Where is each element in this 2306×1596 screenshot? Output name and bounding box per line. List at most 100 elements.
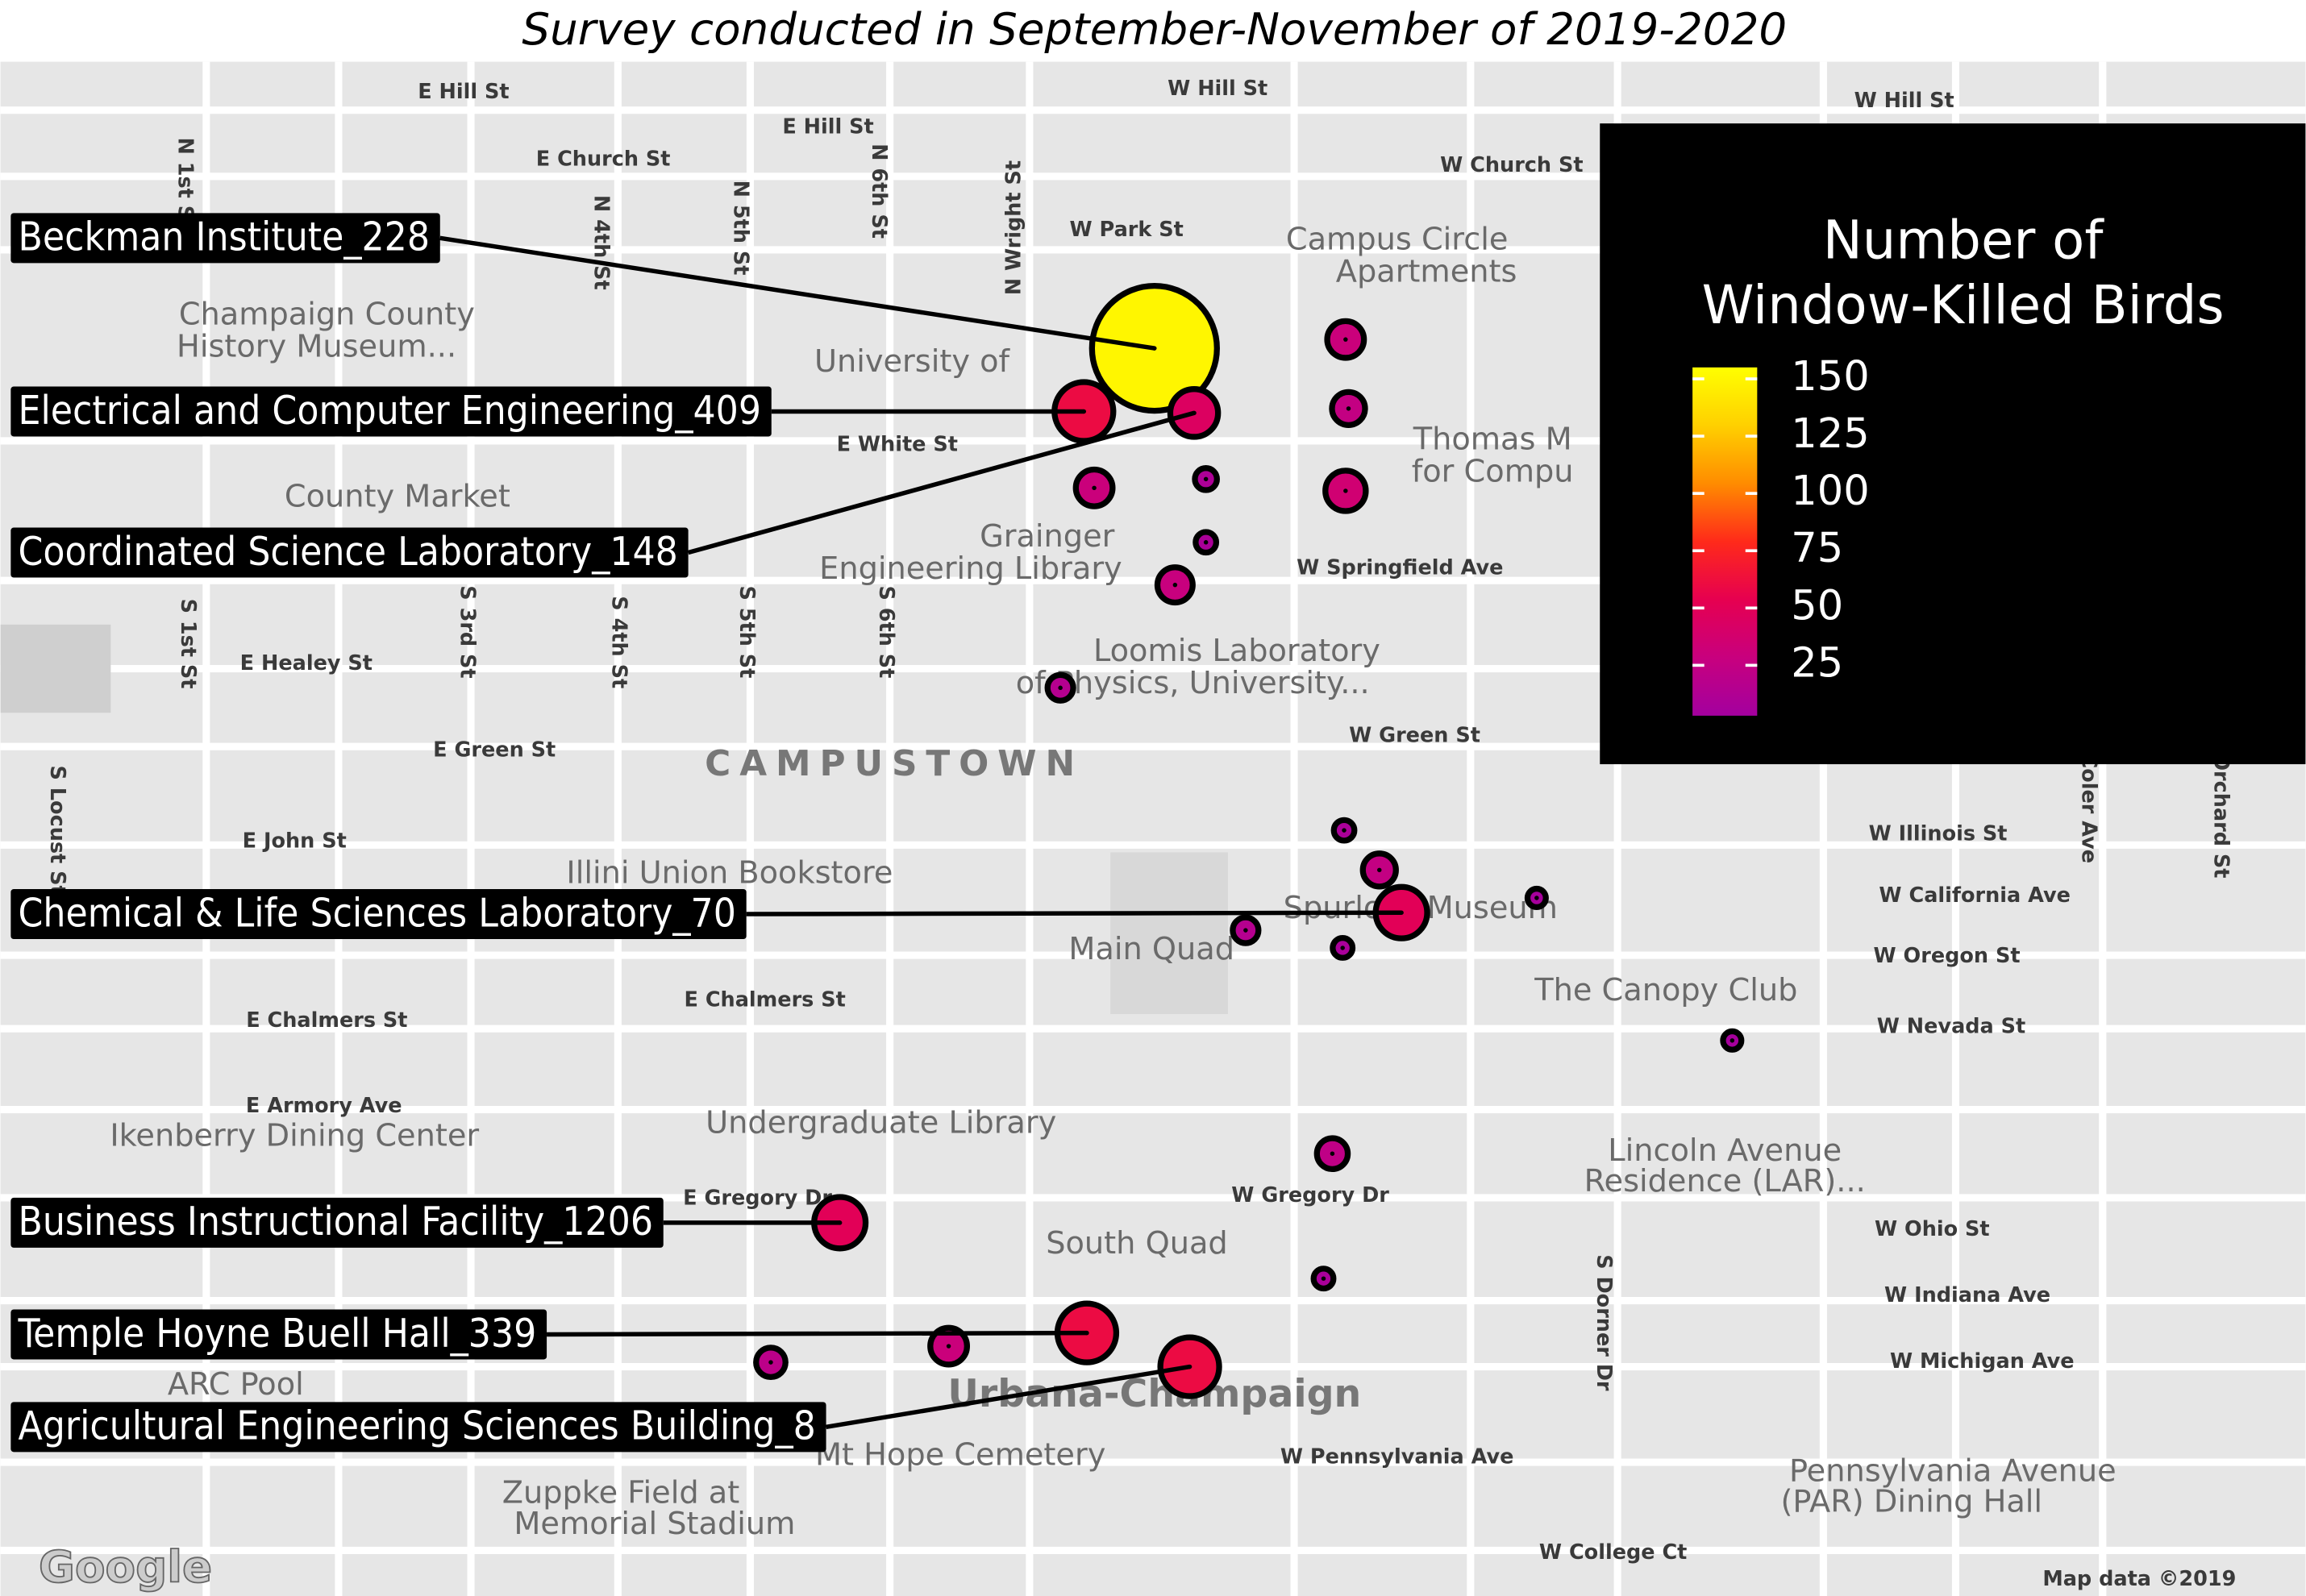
map-label: S 5th St xyxy=(735,586,759,679)
callout-label: Electrical and Computer Engineering_409 xyxy=(18,387,761,434)
callout-box xyxy=(10,1309,547,1360)
map-label: Google xyxy=(39,1540,212,1592)
bubble-center xyxy=(1343,337,1348,342)
map-label: S 3rd St xyxy=(456,585,480,678)
map-label: ARC Pool xyxy=(168,1366,304,1403)
callout: Coordinated Science Laboratory_148 xyxy=(10,410,1195,578)
bubble-center xyxy=(1342,828,1347,833)
callout: Temple Hoyne Buell Hall_339 xyxy=(10,1309,1087,1360)
colorbar-tick-label: 150 xyxy=(1791,353,1869,401)
map-label: History Museum... xyxy=(177,329,456,365)
map-label: W Church St xyxy=(1440,153,1583,177)
colorbar-tick-label: 25 xyxy=(1791,639,1843,687)
map-label: Grainger xyxy=(980,518,1115,555)
callout-line xyxy=(687,410,1195,555)
callout-label: Chemical & Life Sciences Laboratory_70 xyxy=(18,889,735,936)
map-label: Main Quad xyxy=(1068,931,1234,967)
callout: Electrical and Computer Engineering_409 xyxy=(10,386,1084,437)
callout-box xyxy=(10,213,440,264)
map-label: Thomas M xyxy=(1413,421,1572,457)
bubble-center xyxy=(1343,488,1348,493)
bubble-center xyxy=(1340,946,1345,950)
map-label: CAMPUSTOWN xyxy=(705,743,1084,784)
map-label: W Illinois St xyxy=(1869,822,2008,846)
bubble-center xyxy=(1377,867,1382,873)
map-label: W California Ave xyxy=(1879,883,2070,908)
map-label: Pennsylvania Avenue xyxy=(1789,1453,2117,1489)
callout-line xyxy=(439,235,1155,351)
map-label: Map data ©2019 xyxy=(2042,1567,2236,1591)
callout-line xyxy=(547,1330,1087,1337)
callout-label: Beckman Institute_228 xyxy=(18,214,430,260)
callout-box xyxy=(10,386,772,437)
map-label: N 5th St xyxy=(729,181,753,276)
callout: Agricultural Engineering Sciences Buildi… xyxy=(10,1364,1191,1453)
map-label: E John St xyxy=(243,829,347,854)
map-label: S 1st St xyxy=(176,599,200,689)
bubble-center xyxy=(1321,1276,1326,1281)
map-label: W Ohio St xyxy=(1875,1217,1990,1241)
colorbar xyxy=(1692,367,1758,716)
map-label: W Hill St xyxy=(1854,89,1954,113)
map-label: Illini Union Bookstore xyxy=(566,854,893,891)
bubble-center xyxy=(1092,485,1097,491)
map-label: Mt Hope Cemetery xyxy=(815,1436,1105,1473)
map-label: Lincoln Avenue xyxy=(1608,1133,1842,1169)
map-label: E White St xyxy=(837,432,958,456)
map-label: The Canopy Club xyxy=(1534,972,1797,1008)
map-label: W Springfield Ave xyxy=(1297,556,1503,580)
map-label: (PAR) Dining Hall xyxy=(1780,1484,2042,1520)
bubble-center xyxy=(1243,928,1248,933)
bubble-center xyxy=(946,1344,951,1349)
map-label: S Dorner Dr xyxy=(1592,1254,1616,1391)
callout-line xyxy=(746,910,1402,916)
map-label: E Chalmers St xyxy=(246,1008,407,1033)
map-label: Urbana-Champaign xyxy=(947,1372,1361,1416)
callout: Chemical & Life Sciences Laboratory_70 xyxy=(10,889,1402,940)
map-label: S 4th St xyxy=(606,596,631,688)
map-label: N 6th St xyxy=(867,143,891,239)
colorbar-tick-label: 125 xyxy=(1791,410,1869,458)
map-label: W Michigan Ave xyxy=(1890,1349,2075,1374)
map-label: University of xyxy=(814,343,1011,380)
map-label: Coler Ave xyxy=(2077,753,2101,863)
map-label: E Armory Ave xyxy=(246,1094,402,1118)
callout-box xyxy=(10,1197,664,1248)
map-label: N 4th St xyxy=(589,195,613,290)
callout-label: Agricultural Engineering Sciences Buildi… xyxy=(18,1403,815,1449)
map-label: Orchard St xyxy=(2209,753,2233,878)
map-label: S 6th St xyxy=(874,586,898,679)
bubble-center xyxy=(1203,540,1209,545)
map-label: W Oregon St xyxy=(1874,944,2021,968)
map-label: Champaign County xyxy=(179,296,475,332)
map-label: Undergraduate Library xyxy=(706,1104,1056,1141)
map-label: Residence (LAR)... xyxy=(1584,1163,1866,1199)
bubble-center xyxy=(1534,896,1539,900)
bubble-center xyxy=(1330,1151,1335,1156)
chart-title: Survey conducted in September-November o… xyxy=(522,3,1787,55)
bubble-center xyxy=(1203,476,1209,482)
bubble-center xyxy=(768,1360,773,1365)
map-label: E Chalmers St xyxy=(685,988,846,1012)
map-label: E Hill St xyxy=(418,80,509,104)
bubble-center xyxy=(1058,685,1063,690)
map-label: N Wright St xyxy=(1002,160,1026,295)
map-label: Engineering Library xyxy=(819,551,1122,587)
callout-box xyxy=(10,1402,826,1453)
bubble-center xyxy=(1730,1038,1735,1043)
legend-title: Number of xyxy=(1823,210,2105,272)
map-label: for Compu xyxy=(1412,454,1574,490)
callout: Business Instructional Facility_1206 xyxy=(10,1197,840,1248)
roads xyxy=(0,61,2306,1596)
map-label: S Locust St xyxy=(45,766,69,896)
callout-label: Business Instructional Facility_1206 xyxy=(18,1198,653,1245)
map-label: W Indiana Ave xyxy=(1884,1283,2050,1307)
colorbar-tick-label: 100 xyxy=(1791,468,1869,515)
bubble-center xyxy=(1346,406,1351,411)
callout-label: Temple Hoyne Buell Hall_339 xyxy=(17,1310,536,1357)
map-label: Zuppke Field at xyxy=(502,1475,739,1511)
map-label: Loomis Laboratory xyxy=(1093,633,1380,669)
map-label: South Quad xyxy=(1046,1225,1227,1261)
map-label: W Pennsylvania Ave xyxy=(1280,1445,1514,1469)
